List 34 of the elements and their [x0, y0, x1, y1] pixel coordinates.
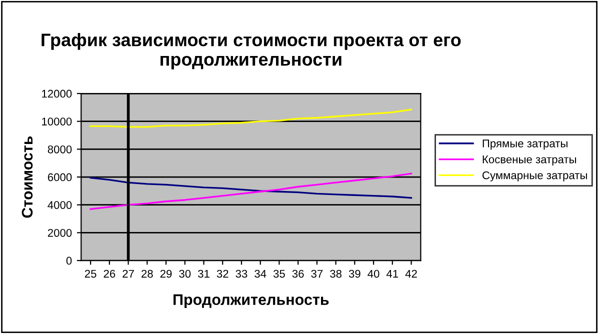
x-tick-label: 41	[386, 270, 398, 278]
y-tick-label: 10000	[42, 118, 72, 126]
x-axis-title: Продолжительность	[174, 294, 329, 308]
x-tick-label: 32	[216, 270, 228, 278]
x-tick-label: 25	[84, 270, 96, 278]
line-series	[90, 176, 412, 199]
x-tick-label: 35	[273, 270, 285, 278]
y-tick-label: 4000	[48, 201, 72, 209]
legend-label: Прямые затраты	[482, 140, 568, 150]
x-tick-label: 38	[330, 270, 342, 278]
y-tick-label: 2000	[48, 228, 72, 237]
x-tick-label: 40	[368, 270, 380, 278]
x-tick-label: 36	[292, 270, 304, 278]
x-tick-label: 26	[104, 270, 116, 278]
x-tick-label: 27	[122, 270, 134, 278]
x-tick-label: 34	[254, 270, 266, 278]
y-tick-label: 6000	[48, 173, 72, 182]
y-axis-title: Стоимость	[22, 136, 33, 218]
y-tick-label: 0	[66, 256, 72, 265]
x-tick-label: 33	[236, 270, 248, 278]
legend-label: Косвеные затраты	[482, 156, 576, 166]
y-tick-label: 12000	[42, 90, 72, 98]
x-tick-label: 39	[348, 270, 360, 278]
x-tick-label: 29	[160, 270, 172, 278]
x-tick-label: 30	[179, 270, 191, 278]
x-tick-label: 37	[311, 270, 323, 278]
legend-label: Суммарные затраты	[482, 171, 587, 182]
line-series	[90, 172, 412, 210]
x-tick-label: 42	[405, 270, 417, 278]
x-tick-label: 28	[142, 270, 153, 278]
y-tick-label: 8000	[48, 145, 72, 154]
line-series	[90, 108, 412, 128]
x-tick-label: 31	[198, 270, 210, 278]
chart-title: График зависимости стоимости проекта от его продолжительности	[42, 33, 461, 70]
